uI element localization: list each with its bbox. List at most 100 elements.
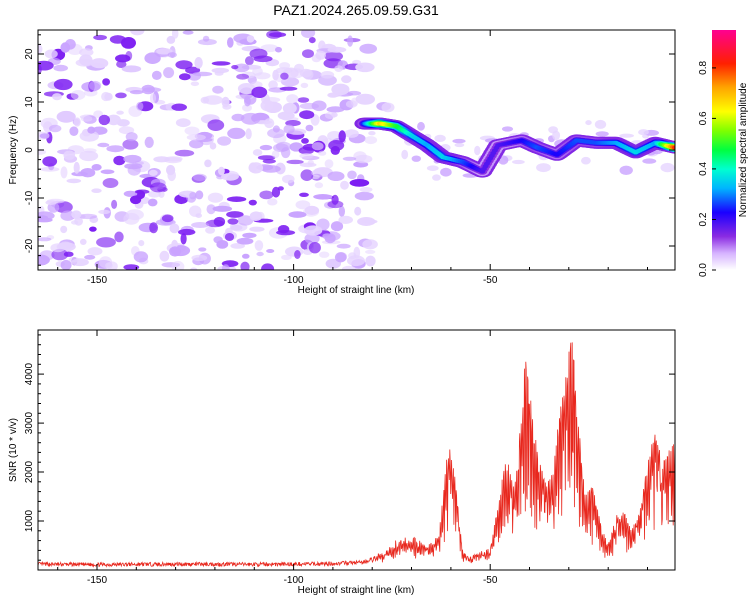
heatmap-noise-blob xyxy=(271,186,281,198)
heatmap-noise-blob xyxy=(240,261,250,270)
heatmap-noise-blob xyxy=(130,195,142,205)
heatmap-noise-blob xyxy=(308,242,321,254)
y-tick-label: 20 xyxy=(24,48,35,60)
heatmap-noise-blob xyxy=(178,228,196,236)
heatmap-noise-blob xyxy=(195,190,204,200)
x-tick-label: -100 xyxy=(284,575,304,586)
heatmap-noise-blob xyxy=(300,82,309,89)
heatmap-noise-blob xyxy=(299,162,317,168)
heatmap-noise-blob xyxy=(244,96,251,107)
heatmap-noise-blob xyxy=(75,58,94,67)
heatmap-noise-blob xyxy=(224,233,235,241)
x-tick-label: -100 xyxy=(284,275,304,286)
heatmap-noise-blob xyxy=(130,30,145,36)
heatmap-noise-blob xyxy=(115,92,127,99)
heatmap-noise-blob xyxy=(167,52,177,58)
heatmap-noise-blob xyxy=(161,214,174,223)
heatmap-noise-blob xyxy=(336,243,351,249)
heatmap-noise-blob xyxy=(129,90,144,95)
heatmap-noise-blob xyxy=(260,99,274,112)
heatmap-noise-blob xyxy=(198,247,207,252)
heatmap-noise-blob xyxy=(365,249,376,254)
heatmap-noise-blob xyxy=(191,254,208,262)
heatmap-noise-blob xyxy=(102,178,119,188)
heatmap-noise-blob xyxy=(91,188,102,193)
heatmap-noise-blob xyxy=(124,163,143,170)
heatmap-noise-blob xyxy=(249,211,263,221)
heatmap-noise-blob xyxy=(347,35,354,47)
snr-x-axis-label: Height of straight line (km) xyxy=(298,585,415,596)
heatmap-noise-blob xyxy=(246,35,255,43)
heatmap-noise-blob xyxy=(299,110,315,120)
heatmap-noise-blob xyxy=(237,215,254,226)
heatmap-noise-blob xyxy=(341,265,357,270)
heatmap-noise-blob xyxy=(213,216,226,227)
heatmap-noise-blob xyxy=(123,154,142,164)
heatmap-noise-blob xyxy=(89,80,102,91)
heatmap-noise-blob xyxy=(66,178,82,184)
heatmap-noise-blob xyxy=(331,194,339,205)
heatmap-noise-blob xyxy=(184,126,200,136)
heatmap-noise-blob xyxy=(182,30,194,35)
heatmap-noise-blob xyxy=(78,213,98,220)
heatmap-noise-blob xyxy=(365,255,376,267)
heatmap-noise-blob xyxy=(240,112,261,125)
heatmap-noise-blob xyxy=(279,86,298,91)
heatmap-noise-blob xyxy=(38,237,52,242)
heatmap-noise-blob xyxy=(304,233,320,244)
colorbar-tick-label: 0.8 xyxy=(698,61,709,75)
heatmap-noise-blob xyxy=(71,258,89,267)
heatmap-noise-blob xyxy=(97,142,110,148)
heatmap-noise-blob xyxy=(216,240,229,249)
heatmap-noise-blob xyxy=(38,60,54,71)
heatmap-noise-blob xyxy=(294,250,301,259)
heatmap-noise-blob xyxy=(290,68,304,79)
heatmap-noise-blob xyxy=(242,232,257,238)
heatmap-noise-blob xyxy=(248,162,264,174)
heatmap-signal-halo xyxy=(411,155,421,162)
colorbar-label: Normalized spectral amplitude xyxy=(738,82,749,217)
heatmap-noise-blob xyxy=(305,124,314,132)
heatmap-noise-blob xyxy=(304,225,323,236)
heatmap-noise-blob xyxy=(300,169,314,181)
heatmap-noise-blob xyxy=(272,125,280,133)
y-tick-label: -10 xyxy=(24,190,35,205)
heatmap-noise-blob xyxy=(277,225,290,234)
heatmap-noise-blob xyxy=(71,220,79,225)
heatmap-noise-blob xyxy=(138,240,145,247)
heatmap-noise-blob xyxy=(311,142,324,151)
heatmap-noise-blob xyxy=(125,132,138,142)
heatmap-noise-blob xyxy=(256,251,264,257)
heatmap-noise-blob xyxy=(288,211,307,218)
heatmap-signal-halo xyxy=(432,174,441,181)
heatmap-noise-blob xyxy=(347,170,357,180)
heatmap-noise-blob xyxy=(134,189,150,194)
heatmap-noise-blob xyxy=(234,63,250,73)
heatmap-noise-blob xyxy=(342,156,357,161)
heatmap-noise-blob xyxy=(197,38,217,46)
heatmap-noise-blob xyxy=(354,191,374,201)
heatmap-noise-blob xyxy=(345,100,358,108)
heatmap-noise-blob xyxy=(273,143,289,153)
heatmap-noise-blob xyxy=(295,200,311,210)
heatmap-noise-blob xyxy=(299,192,309,197)
heatmap-noise-blob xyxy=(45,200,57,206)
heatmap-noise-blob xyxy=(60,166,68,179)
heatmap-noise-blob xyxy=(189,192,197,200)
heatmap-noise-blob xyxy=(136,101,144,111)
heatmap-noise-blob xyxy=(96,237,116,248)
heatmap-signal-halo xyxy=(512,159,525,165)
heatmap-noise-blob xyxy=(301,138,309,144)
heatmap-noise-blob xyxy=(324,159,334,169)
heatmap-signal-halo xyxy=(642,158,657,164)
heatmap-noise-blob xyxy=(98,209,111,215)
heatmap-noise-blob xyxy=(220,173,239,181)
heatmap-noise-blob xyxy=(217,136,232,146)
heatmap-noise-blob xyxy=(118,126,135,135)
heatmap-noise-blob xyxy=(70,90,86,100)
heatmap-noise-blob xyxy=(227,37,234,48)
heatmap-noise-blob xyxy=(236,237,254,245)
heatmap-signal-layer xyxy=(354,102,675,181)
y-tick-label: 3000 xyxy=(24,412,35,435)
heatmap-noise-blob xyxy=(331,83,350,96)
